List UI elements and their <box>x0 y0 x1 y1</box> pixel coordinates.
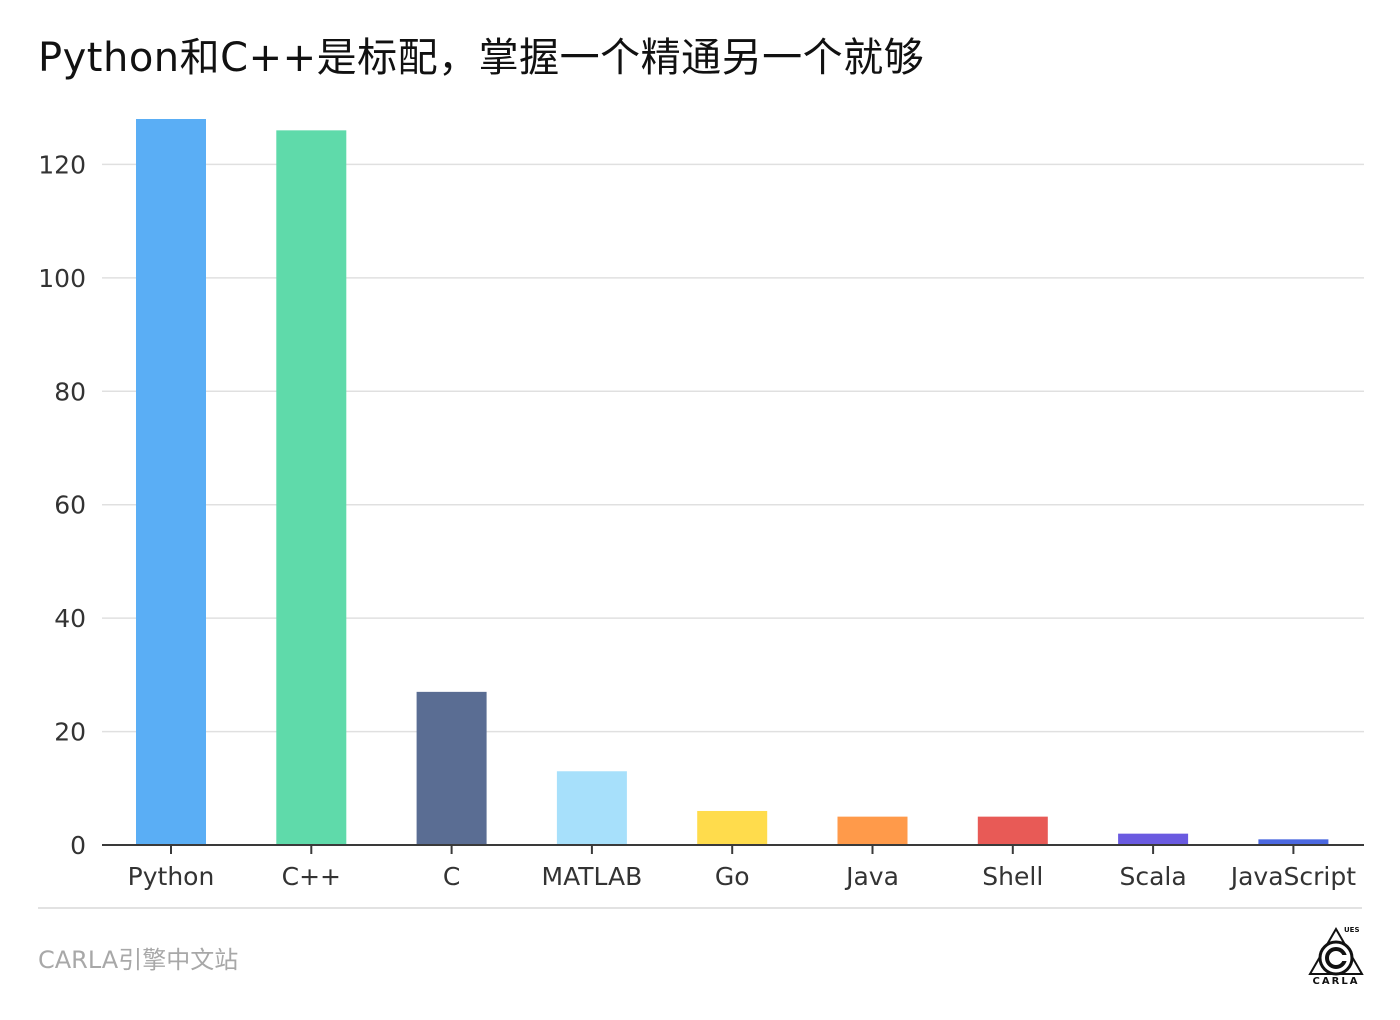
bar-go <box>697 810 768 845</box>
y-tick-label-120: 120 <box>38 150 86 179</box>
y-axis-ticks: 0 20 40 60 80 100 120 <box>38 150 86 860</box>
bar-c <box>416 691 487 845</box>
x-tick-label: C <box>443 862 460 891</box>
y-tick-label-20: 20 <box>54 718 86 747</box>
y-tick-label-80: 80 <box>54 377 86 406</box>
bar-matlab <box>556 771 627 845</box>
x-tick-label: Python <box>128 862 215 891</box>
x-tick-label: JavaScript <box>1229 862 1357 891</box>
x-tick-label: C++ <box>282 862 341 891</box>
chart-title: Python和C++是标配，掌握一个精通另一个就够 <box>38 35 925 81</box>
carla-logo-icon <box>1308 927 1364 976</box>
bar-cplusplus <box>276 130 347 845</box>
bar-scala <box>1118 833 1189 845</box>
logo-sup-text: UES <box>1344 926 1360 934</box>
logo-text: CARLA <box>1312 976 1360 987</box>
y-tick-label-100: 100 <box>38 264 86 293</box>
x-tick-label: Go <box>715 862 750 891</box>
footer-divider <box>38 907 1362 909</box>
bar-chart: 0 20 40 60 80 100 120 Python C++ C MATLAB Go Java Sh… <box>38 119 1364 891</box>
x-axis-ticks: Python C++ C MATLAB Go Java Shell Scala JavaScri… <box>128 845 1357 891</box>
x-tick-label: Scala <box>1119 862 1186 891</box>
y-tick-label-60: 60 <box>54 491 86 520</box>
y-tick-label-40: 40 <box>54 604 86 633</box>
bar-python <box>136 119 206 845</box>
bar-javascript <box>1258 839 1329 845</box>
bars <box>136 119 1329 845</box>
footer-source: CARLA引擎中文站 <box>38 946 239 974</box>
x-tick-label: Shell <box>982 862 1043 891</box>
carla-logo: UES CARLA <box>1306 926 1366 990</box>
bar-java <box>837 816 908 845</box>
x-tick-label: MATLAB <box>542 862 643 891</box>
bar-shell <box>977 816 1048 845</box>
x-tick-label: Java <box>844 862 899 891</box>
y-tick-label-0: 0 <box>70 831 86 860</box>
